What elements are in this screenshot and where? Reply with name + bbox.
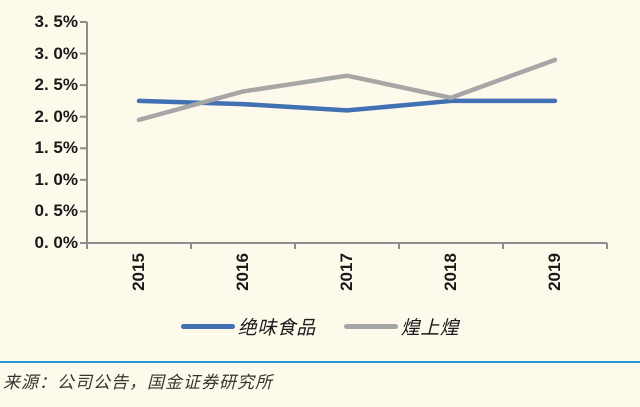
legend-label: 绝味食品 [237,317,316,339]
y-tick-label: 0. 0% [34,233,78,252]
legend-label: 煌上煌 [400,317,460,339]
plot-svg [80,21,608,249]
y-tick-label: 2. 5% [34,75,78,95]
source-note: 来源：公司公告，国金证券研究所 [3,373,273,392]
y-tick-label: 3. 5% [34,12,78,31]
y-tick-label: 1. 5% [34,138,78,158]
x-tick-label: 2018 [441,253,460,291]
y-tick-label: 3. 0% [34,43,78,63]
legend-item: 绝味食品 [180,313,316,340]
axis-lines [86,22,607,244]
legend-item: 煌上煌 [343,313,460,340]
x-tick-label: 2019 [545,253,564,291]
x-tick-label: 2017 [337,253,356,291]
x-tick-label: 2015 [129,253,148,291]
plot-area: 0. 0% 0. 5% 1. 0% 1. 5% 2. 0% 2. 5% 3. 0% 3. 5%… [34,12,608,291]
y-tick-label: 0. 5% [34,201,78,221]
y-tick-label: 1. 0% [34,169,78,189]
x-tick-label: 2016 [233,253,252,291]
legend-swatch-line-icon [180,323,235,329]
legend-swatch-line-icon [343,323,398,329]
series-line [136,57,558,123]
legend: 绝味食品 煌上煌 [0,313,640,339]
y-tick-label: 2. 0% [34,106,78,126]
separator-line [0,361,640,363]
